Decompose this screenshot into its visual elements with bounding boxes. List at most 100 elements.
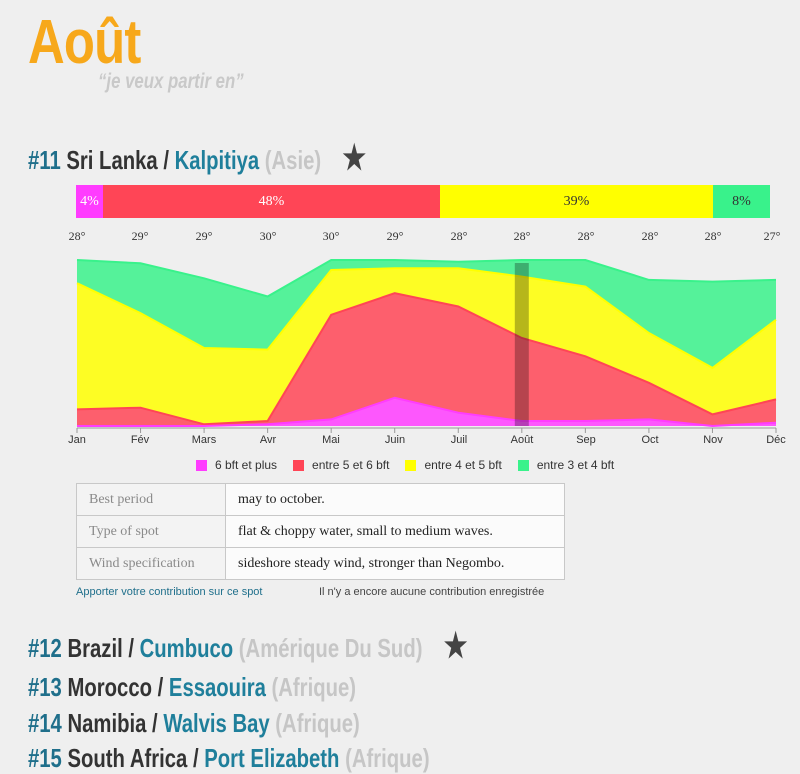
spot-region: (Amérique Du Sud) bbox=[238, 633, 423, 663]
month-label: Juil bbox=[450, 434, 468, 446]
month-label: Avr bbox=[259, 434, 277, 446]
series-area bbox=[77, 268, 776, 425]
legend-item[interactable]: entre 5 et 6 bft bbox=[293, 458, 389, 472]
legend-swatch bbox=[293, 459, 305, 471]
spot-header: #15 South Africa / Port Elizabeth (Afriq… bbox=[28, 742, 430, 774]
legend-swatch bbox=[405, 459, 417, 471]
month-label: Déc bbox=[766, 434, 786, 446]
spot-separator: / bbox=[163, 145, 169, 175]
legend-item[interactable]: 6 bft et plus bbox=[196, 458, 277, 472]
legend-label: entre 3 et 4 bft bbox=[536, 458, 615, 472]
spot-header: #13 Morocco / Essaouira (Afrique) bbox=[28, 671, 356, 703]
legend-label: 6 bft et plus bbox=[215, 458, 278, 472]
legend-item[interactable]: entre 3 et 4 bft bbox=[517, 458, 615, 472]
temperature-label: 28° bbox=[450, 229, 468, 243]
temperature-label: 28° bbox=[577, 229, 595, 243]
wind-distribution-bar: 4% 48% 39% 8% bbox=[76, 185, 770, 218]
favorite-star-icon[interactable]: ★ bbox=[443, 627, 468, 665]
spot-rank: #11 bbox=[28, 145, 61, 175]
month-label: Mars bbox=[191, 434, 217, 446]
series-line bbox=[77, 396, 777, 428]
month-label: Jan bbox=[68, 434, 86, 446]
spot-country: Namibia bbox=[67, 708, 147, 738]
series-line bbox=[76, 259, 777, 298]
spot-city-link[interactable]: Cumbuco bbox=[139, 633, 234, 663]
info-value: may to october. bbox=[225, 483, 565, 516]
month-label: Oct bbox=[641, 434, 659, 446]
spot-separator: / bbox=[157, 672, 164, 702]
wind-area-chart bbox=[76, 259, 777, 433]
favorite-star-icon[interactable]: ★ bbox=[342, 139, 367, 177]
legend-swatch bbox=[517, 459, 529, 471]
table-row: Best period may to october. bbox=[76, 483, 565, 516]
temperature-row: 28° 29° 29° 30° 30° 29° 28° 28° 28° 28° … bbox=[0, 229, 800, 245]
spot-city-link[interactable]: Kalpitiya bbox=[174, 145, 260, 175]
temperature-label: 28° bbox=[641, 229, 659, 243]
spot-separator: / bbox=[152, 708, 158, 738]
temperature-label: 30° bbox=[322, 229, 340, 243]
spot-rank: #12 bbox=[28, 633, 62, 663]
spot-city-link[interactable]: Port Elizabeth bbox=[204, 743, 340, 773]
info-value: sideshore steady wind, stronger than Neg… bbox=[225, 547, 565, 580]
spot-region: (Afrique) bbox=[345, 743, 430, 773]
temperature-label: 28° bbox=[513, 229, 531, 243]
contribute-link[interactable]: Apporter votre contribution sur ce spot bbox=[76, 586, 263, 598]
series-area bbox=[77, 293, 776, 426]
temperature-label: 30° bbox=[259, 229, 277, 243]
spot-region: (Asie) bbox=[264, 145, 322, 175]
distribution-segment-3-4bft: 8% bbox=[713, 185, 770, 218]
month-label: Mai bbox=[322, 434, 340, 446]
spot-country: Brazil bbox=[67, 633, 123, 663]
legend-label: entre 4 et 5 bft bbox=[424, 458, 502, 472]
table-row: Wind specification sideshore steady wind… bbox=[76, 547, 565, 580]
info-key: Type of spot bbox=[76, 515, 226, 548]
legend-label: entre 5 et 6 bft bbox=[312, 458, 390, 472]
temperature-label: 28° bbox=[704, 229, 722, 243]
spot-rank: #15 bbox=[28, 743, 62, 773]
spot-header: #12 Brazil / Cumbuco (Amérique Du Sud) ★ bbox=[28, 627, 468, 665]
series-line bbox=[76, 267, 777, 370]
page-title: Août bbox=[28, 8, 141, 77]
page-subtitle: “je veux partir en” bbox=[98, 70, 244, 93]
spot-country: Morocco bbox=[67, 672, 152, 702]
distribution-segment-4-5bft: 39% bbox=[440, 185, 713, 218]
table-row: Type of spot flat & choppy water, small … bbox=[76, 515, 565, 548]
month-label: Fév bbox=[130, 434, 150, 446]
series-area bbox=[77, 397, 776, 426]
legend-item[interactable]: entre 4 et 5 bft bbox=[405, 458, 502, 472]
legend-swatch bbox=[196, 459, 207, 471]
month-label: Août bbox=[510, 434, 534, 446]
spot-separator: / bbox=[128, 633, 135, 663]
temperature-label: 28° bbox=[68, 229, 86, 243]
spot-country: South Africa bbox=[67, 743, 188, 773]
info-value: flat & choppy water, small to medium wav… bbox=[225, 515, 565, 548]
series-area bbox=[77, 260, 776, 368]
info-key: Wind specification bbox=[76, 547, 226, 580]
distribution-segment-5-6bft: 48% bbox=[103, 185, 440, 218]
series-line bbox=[76, 292, 777, 426]
spot-info-table: Best period may to october. Type of spot… bbox=[76, 483, 565, 580]
spot-header: #11 Sri Lanka / Kalpitiya (Asie) ★ bbox=[28, 139, 367, 177]
month-axis: Jan Fév Mars Avr Mai Juin Juil Août Sep … bbox=[0, 434, 800, 450]
temperature-label: 29° bbox=[131, 229, 149, 243]
highlight-month-band bbox=[514, 263, 529, 426]
spot-country: Sri Lanka bbox=[66, 145, 158, 175]
distribution-segment-6bft: 4% bbox=[76, 185, 103, 218]
month-label: Nov bbox=[703, 434, 723, 446]
spot-city-link[interactable]: Essaouira bbox=[168, 672, 266, 702]
no-contribution-text: Il n'y a encore aucune contribution enre… bbox=[319, 586, 545, 598]
spot-rank: #13 bbox=[28, 672, 62, 702]
spot-region: (Afrique) bbox=[271, 672, 357, 702]
info-key: Best period bbox=[76, 483, 226, 516]
spot-separator: / bbox=[192, 743, 199, 773]
chart-legend: 6 bft et plus entre 5 et 6 bft entre 4 e… bbox=[196, 458, 630, 472]
temperature-label: 29° bbox=[386, 229, 404, 243]
spot-region: (Afrique) bbox=[275, 708, 360, 738]
spot-rank: #14 bbox=[28, 708, 62, 738]
temperature-label: 29° bbox=[195, 229, 213, 243]
month-label: Sep bbox=[576, 434, 596, 446]
month-label: Juin bbox=[384, 434, 406, 446]
spot-header: #14 Namibia / Walvis Bay (Afrique) bbox=[28, 707, 360, 739]
spot-city-link[interactable]: Walvis Bay bbox=[163, 708, 270, 738]
temperature-label: 27° bbox=[763, 229, 781, 243]
